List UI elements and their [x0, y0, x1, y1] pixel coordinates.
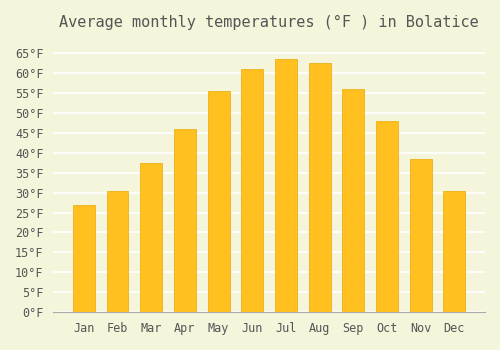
Bar: [308, 63, 330, 312]
Bar: [208, 91, 230, 312]
Bar: [174, 129, 196, 312]
Title: Average monthly temperatures (°F ) in Bolatice: Average monthly temperatures (°F ) in Bo…: [59, 15, 479, 30]
Bar: [140, 163, 162, 312]
Bar: [410, 159, 432, 312]
Bar: [275, 59, 297, 312]
Bar: [444, 190, 466, 312]
Bar: [376, 121, 398, 312]
Bar: [106, 190, 128, 312]
Bar: [73, 204, 94, 312]
Bar: [242, 69, 263, 312]
Bar: [342, 89, 364, 312]
